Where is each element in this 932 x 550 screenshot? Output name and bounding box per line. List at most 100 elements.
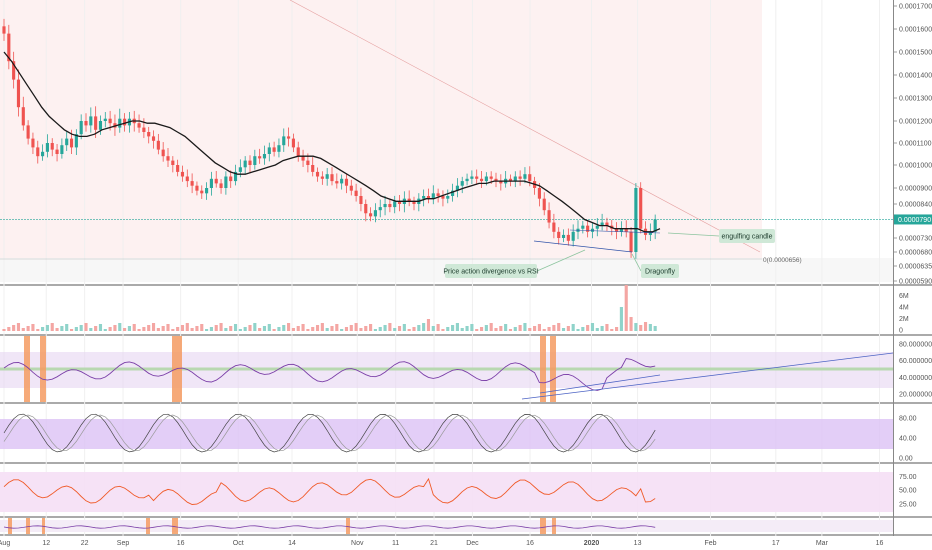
volume-bar[interactable]	[277, 327, 281, 331]
candle-body[interactable]	[118, 118, 122, 128]
candle-body[interactable]	[12, 61, 16, 80]
candle-body[interactable]	[615, 228, 619, 232]
volume-bar[interactable]	[523, 323, 527, 331]
candle-body[interactable]	[436, 193, 440, 196]
volume-bar[interactable]	[378, 327, 382, 331]
volume-bar[interactable]	[561, 328, 566, 331]
volume-bar[interactable]	[533, 326, 537, 331]
volume-bar[interactable]	[388, 323, 392, 331]
volume-bar[interactable]	[151, 323, 156, 331]
volume-bar[interactable]	[89, 328, 93, 331]
volume-bar[interactable]	[156, 328, 160, 331]
volume-bar[interactable]	[475, 329, 479, 331]
volume-bar[interactable]	[504, 324, 508, 331]
volume-bar[interactable]	[397, 326, 402, 331]
volume-bar[interactable]	[31, 324, 35, 331]
date-axis[interactable]: Aug 12 22 Sep 16 Oct 14 Nov 11 21 Dec 16 2020 13 Feb 17…	[0, 540, 883, 547]
volume-bar[interactable]	[200, 324, 204, 331]
volume-bar[interactable]	[267, 324, 271, 331]
candle-body[interactable]	[26, 125, 30, 139]
volume-bar[interactable]	[248, 325, 252, 331]
candle-body[interactable]	[460, 181, 464, 186]
volume-bar[interactable]	[653, 326, 657, 331]
candle-body[interactable]	[262, 154, 267, 159]
volume-bar[interactable]	[571, 324, 575, 331]
candle-body[interactable]	[455, 185, 459, 191]
candle-body[interactable]	[634, 188, 638, 252]
candle-body[interactable]	[571, 231, 575, 241]
candle-body[interactable]	[253, 156, 257, 165]
candle-body[interactable]	[431, 193, 435, 199]
volume-bar[interactable]	[590, 323, 595, 331]
volume-bar[interactable]	[364, 326, 368, 331]
volume-bar[interactable]	[639, 325, 643, 331]
volume-bar[interactable]	[634, 323, 638, 331]
candle-body[interactable]	[605, 222, 609, 226]
candle-body[interactable]	[123, 118, 127, 126]
volume-bar[interactable]	[219, 323, 223, 331]
candle-body[interactable]	[2, 26, 6, 34]
price-axis[interactable]: 0.0001700 0.0001600 0.0001500 0.0001400 0.00…	[893, 4, 932, 509]
candle-body[interactable]	[426, 196, 431, 199]
candle-body[interactable]	[561, 234, 566, 238]
volume-bar[interactable]	[383, 325, 387, 331]
candle-body[interactable]	[156, 140, 160, 150]
candle-body[interactable]	[513, 176, 517, 182]
volume-bar[interactable]	[552, 325, 556, 331]
candle-body[interactable]	[94, 116, 98, 130]
volume-bar[interactable]	[344, 327, 349, 331]
candle-body[interactable]	[291, 138, 295, 148]
candle-body[interactable]	[200, 190, 204, 194]
volume-bar[interactable]	[508, 329, 513, 331]
candle-body[interactable]	[547, 210, 551, 223]
candle-body[interactable]	[557, 231, 561, 238]
volume-bar[interactable]	[16, 323, 21, 331]
candle-body[interactable]	[161, 149, 165, 157]
volume-bar[interactable]	[229, 326, 233, 331]
volume-bar[interactable]	[494, 328, 498, 331]
candle-body[interactable]	[552, 222, 556, 232]
candle-body[interactable]	[50, 143, 54, 150]
volume-bar[interactable]	[648, 324, 652, 331]
volume-bar[interactable]	[417, 325, 421, 331]
volume-bar[interactable]	[431, 326, 435, 331]
volume-bar[interactable]	[98, 324, 103, 331]
candle-body[interactable]	[60, 145, 64, 154]
candle-body[interactable]	[137, 123, 141, 128]
candle-body[interactable]	[586, 225, 590, 232]
candle-body[interactable]	[65, 138, 69, 146]
candle-body[interactable]	[354, 190, 358, 196]
candle-body[interactable]	[190, 181, 194, 186]
candle-body[interactable]	[311, 165, 315, 172]
volume-bar[interactable]	[55, 328, 59, 331]
candle-body[interactable]	[340, 178, 344, 184]
divergence-callout-box[interactable]	[445, 264, 537, 278]
candle-body[interactable]	[233, 171, 238, 182]
candle-body[interactable]	[238, 167, 242, 172]
volume-bar[interactable]	[359, 328, 363, 331]
volume-bar[interactable]	[185, 323, 189, 331]
annotations[interactable]: 0(0.0000656) engulfing candle Price action…	[443, 229, 802, 278]
candle-body[interactable]	[171, 160, 175, 165]
candle-body[interactable]	[595, 225, 599, 229]
volume-bar[interactable]	[407, 329, 411, 331]
volume-bar[interactable]	[451, 325, 455, 331]
candle-body[interactable]	[301, 156, 305, 161]
volume-bar[interactable]	[195, 326, 199, 331]
volume-bar[interactable]	[643, 322, 648, 331]
candle-body[interactable]	[55, 149, 59, 154]
volume-bar[interactable]	[209, 327, 213, 331]
volume-bar[interactable]	[624, 285, 628, 331]
volume-bar[interactable]	[600, 326, 604, 331]
candle-body[interactable]	[41, 151, 45, 157]
volume-bar[interactable]	[41, 327, 45, 331]
volume-bar[interactable]	[402, 324, 406, 331]
price-pane[interactable]	[0, 0, 893, 260]
candle-body[interactable]	[600, 222, 604, 226]
volume-bar[interactable]	[272, 329, 276, 331]
volume-bar[interactable]	[340, 329, 344, 331]
volume-bar[interactable]	[108, 327, 112, 331]
volume-bar[interactable]	[610, 329, 614, 331]
volume-bar[interactable]	[79, 325, 83, 331]
candle-body[interactable]	[214, 178, 218, 184]
